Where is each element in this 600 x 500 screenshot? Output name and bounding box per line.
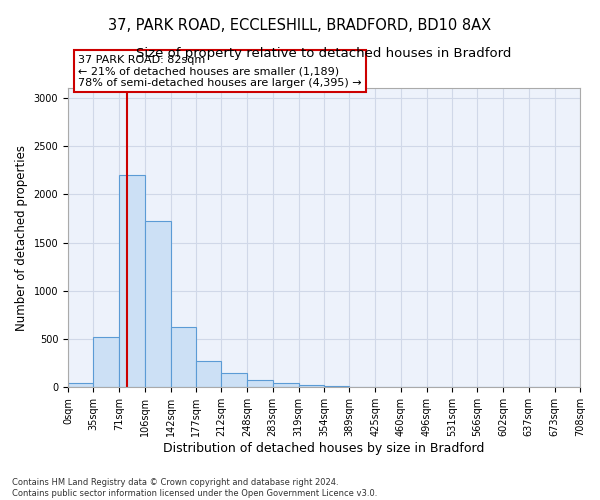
Text: Contains HM Land Registry data © Crown copyright and database right 2024.
Contai: Contains HM Land Registry data © Crown c… xyxy=(12,478,377,498)
Bar xyxy=(272,382,299,388)
Bar xyxy=(221,374,247,388)
Bar xyxy=(94,337,119,388)
Title: Size of property relative to detached houses in Bradford: Size of property relative to detached ho… xyxy=(136,48,512,60)
X-axis label: Distribution of detached houses by size in Bradford: Distribution of detached houses by size … xyxy=(163,442,485,455)
Bar xyxy=(196,362,221,388)
Bar xyxy=(119,175,145,388)
Text: 37 PARK ROAD: 82sqm
← 21% of detached houses are smaller (1,189)
78% of semi-det: 37 PARK ROAD: 82sqm ← 21% of detached ho… xyxy=(78,55,362,88)
Bar xyxy=(299,386,324,388)
Text: 37, PARK ROAD, ECCLESHILL, BRADFORD, BD10 8AX: 37, PARK ROAD, ECCLESHILL, BRADFORD, BD1… xyxy=(109,18,491,32)
Y-axis label: Number of detached properties: Number of detached properties xyxy=(15,144,28,330)
Bar xyxy=(68,382,94,388)
Bar xyxy=(171,326,196,388)
Bar xyxy=(324,386,349,388)
Bar xyxy=(247,380,272,388)
Bar xyxy=(145,222,171,388)
